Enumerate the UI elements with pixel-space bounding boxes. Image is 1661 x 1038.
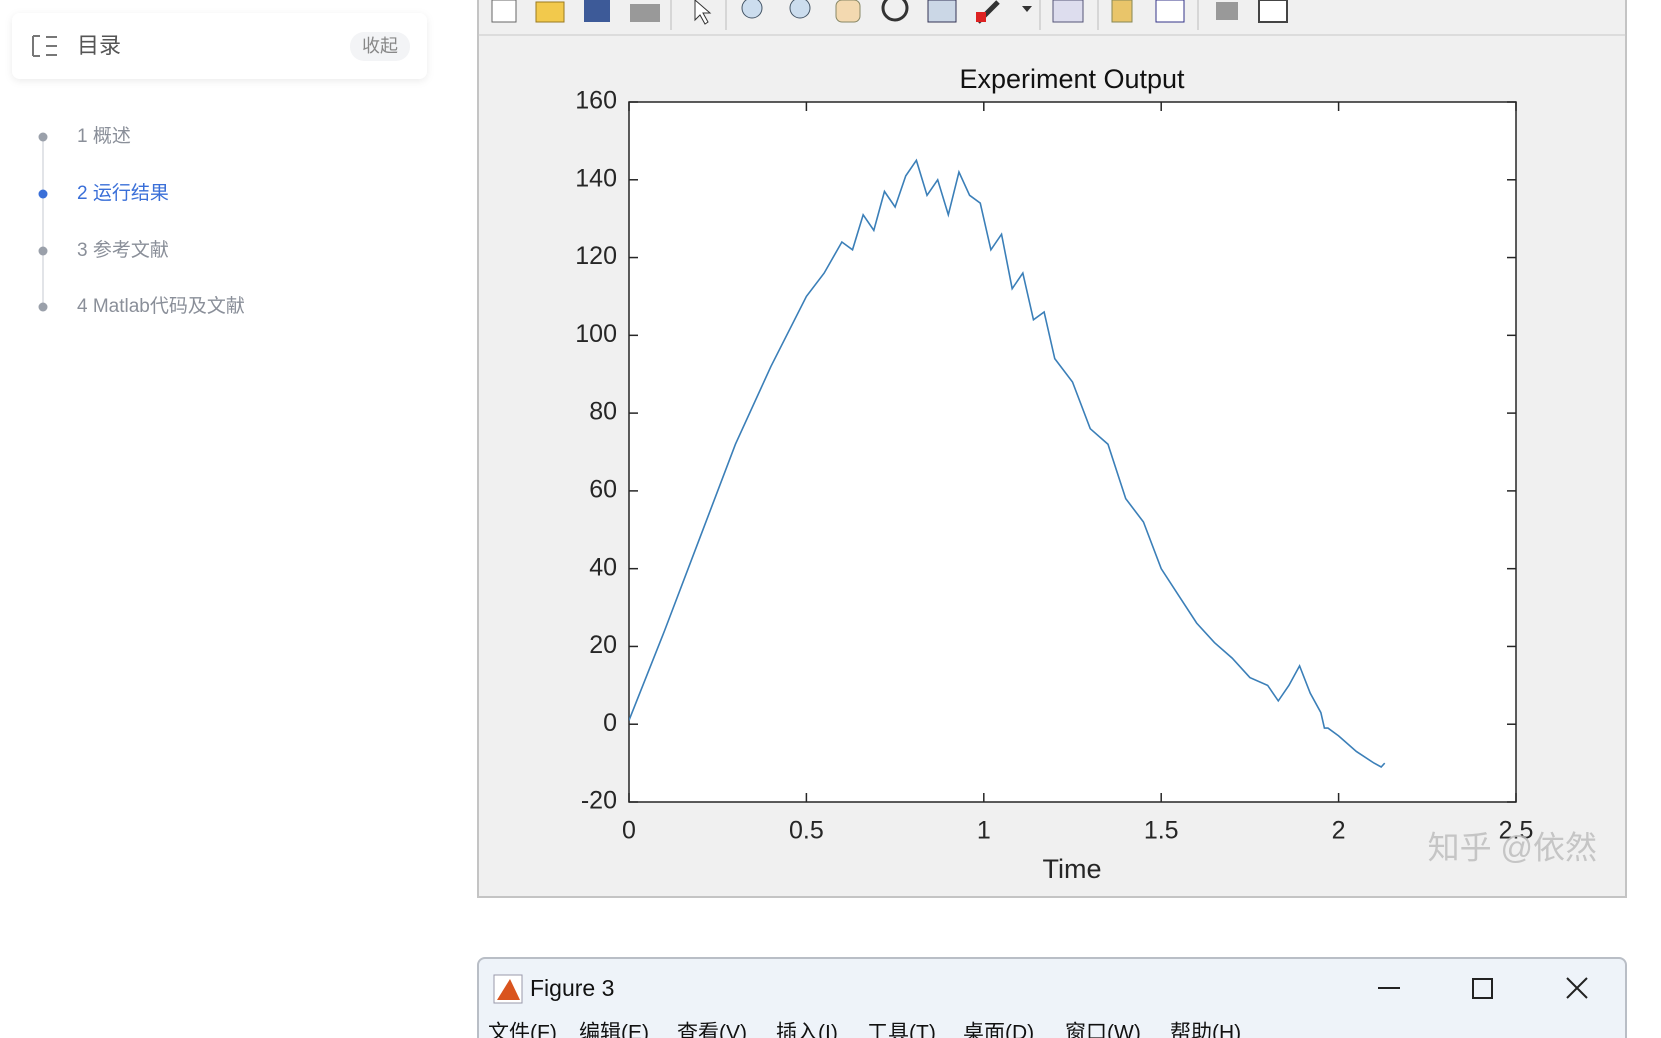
tool-pan[interactable] [835, 0, 861, 23]
y-tick-label: -20 [581, 787, 617, 815]
menu-item[interactable]: 帮助(H) [1170, 1022, 1241, 1038]
toc-dot [38, 246, 48, 256]
toc-title: 目录 [77, 33, 121, 58]
toc-dot [38, 302, 48, 312]
menu-item[interactable]: 查看(V) [677, 1022, 747, 1038]
x-tick-label: 1 [977, 817, 991, 845]
x-tick-label: 0 [622, 817, 636, 845]
toc-dot [38, 132, 48, 142]
tool-save[interactable] [584, 0, 610, 22]
plot-area [628, 101, 1517, 803]
close-button[interactable] [1566, 977, 1588, 999]
y-tick-label: 120 [575, 242, 617, 270]
toc-icon [32, 35, 57, 57]
collapse-label[interactable]: 收起 [362, 36, 398, 56]
tool-hide[interactable] [1216, 2, 1238, 20]
toc-item[interactable]: 3 参考文献 [77, 239, 169, 261]
menu-item[interactable]: 桌面(D) [963, 1022, 1034, 1038]
x-tick-label: 2 [1332, 817, 1346, 845]
matlab-logo [497, 979, 520, 1000]
y-tick-label: 60 [589, 475, 617, 503]
tool-dock[interactable] [1258, 0, 1288, 23]
maximize-button[interactable] [1472, 978, 1493, 999]
menu-item[interactable]: 插入(I) [776, 1022, 838, 1038]
watermark: 知乎 @依然 [1428, 829, 1597, 865]
data-line [629, 158, 1386, 769]
tool-print[interactable] [630, 4, 660, 22]
chart-title: Experiment Output [959, 64, 1185, 94]
toolbar [478, 0, 1626, 36]
tool-pointer[interactable] [694, 0, 712, 25]
y-tick-label: 80 [589, 398, 617, 426]
menu-item[interactable]: 窗口(W) [1065, 1022, 1141, 1038]
menu-item[interactable]: 文件(F) [488, 1022, 557, 1038]
toc-item[interactable]: 2 运行结果 [77, 182, 169, 204]
tool-zoom-out[interactable] [789, 0, 811, 19]
tool-new[interactable] [491, 0, 517, 23]
window-title: Figure 3 [530, 975, 614, 1001]
tool-link[interactable] [1052, 0, 1084, 23]
y-tick-label: 20 [589, 631, 617, 659]
toc-item[interactable]: 4 Matlab代码及文献 [77, 295, 245, 317]
tool-datatip[interactable] [927, 0, 957, 23]
x-tick-label: 0.5 [789, 817, 824, 845]
toc-card [12, 13, 427, 79]
x-axis-label: Time [1043, 854, 1102, 884]
y-tick-label: 140 [575, 164, 617, 192]
y-tick-label: 160 [575, 87, 617, 115]
collapse-button[interactable] [350, 32, 410, 61]
tool-colorbar[interactable] [1111, 0, 1133, 23]
tool-legend[interactable] [1155, 0, 1185, 23]
y-tick-label: 0 [603, 709, 617, 737]
menu-item[interactable]: 编辑(E) [579, 1022, 649, 1038]
x-tick-label: 2.5 [1499, 817, 1534, 845]
tool-open[interactable] [535, 1, 565, 23]
y-tick-label: 100 [575, 320, 617, 348]
x-tick-label: 1.5 [1144, 817, 1179, 845]
toc-dot [38, 189, 48, 199]
figure3-window [477, 957, 1627, 1038]
toc-item[interactable]: 1 概述 [77, 125, 131, 147]
tool-zoom-in[interactable] [741, 0, 763, 19]
y-tick-label: 40 [589, 553, 617, 581]
menu-item[interactable]: 工具(T) [867, 1022, 936, 1038]
tool-rotate[interactable] [881, 0, 909, 22]
